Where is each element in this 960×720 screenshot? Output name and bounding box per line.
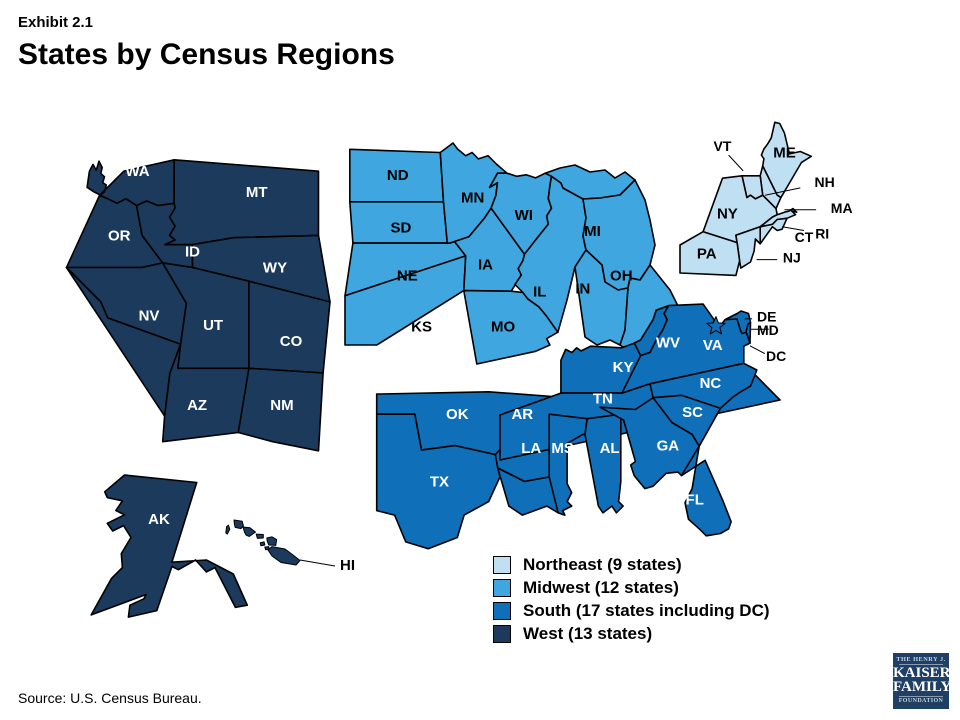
svg-text:CO: CO bbox=[280, 333, 303, 350]
svg-text:IA: IA bbox=[478, 256, 493, 273]
svg-text:AL: AL bbox=[600, 440, 620, 457]
svg-text:NM: NM bbox=[270, 397, 293, 414]
svg-text:NV: NV bbox=[139, 308, 160, 325]
svg-text:MA: MA bbox=[831, 200, 853, 216]
svg-text:GA: GA bbox=[657, 438, 680, 455]
svg-text:VA: VA bbox=[703, 337, 723, 354]
svg-text:NY: NY bbox=[717, 205, 738, 222]
svg-text:ID: ID bbox=[185, 244, 200, 261]
svg-text:SC: SC bbox=[682, 404, 703, 421]
svg-text:VT: VT bbox=[714, 138, 732, 154]
svg-text:OK: OK bbox=[446, 406, 469, 423]
svg-text:SD: SD bbox=[390, 220, 411, 237]
svg-text:CA: CA bbox=[92, 349, 114, 366]
svg-text:AK: AK bbox=[148, 511, 170, 528]
svg-text:NC: NC bbox=[700, 375, 722, 392]
svg-text:KY: KY bbox=[613, 359, 634, 376]
svg-text:UT: UT bbox=[203, 317, 223, 334]
svg-text:TN: TN bbox=[593, 391, 613, 408]
svg-text:NE: NE bbox=[397, 268, 418, 285]
svg-text:WI: WI bbox=[515, 207, 533, 224]
svg-text:MD: MD bbox=[757, 322, 779, 338]
svg-text:AR: AR bbox=[511, 406, 533, 423]
svg-text:OR: OR bbox=[108, 227, 131, 244]
svg-text:MO: MO bbox=[491, 319, 515, 336]
svg-text:LA: LA bbox=[521, 440, 541, 457]
svg-text:NH: NH bbox=[814, 174, 834, 190]
svg-text:MT: MT bbox=[246, 184, 268, 201]
svg-text:ND: ND bbox=[387, 167, 409, 184]
svg-text:DC: DC bbox=[766, 348, 786, 364]
svg-text:OH: OH bbox=[610, 268, 633, 285]
svg-text:NJ: NJ bbox=[783, 250, 801, 266]
svg-text:ME: ME bbox=[773, 145, 796, 162]
svg-text:AZ: AZ bbox=[187, 397, 207, 414]
svg-text:WA: WA bbox=[125, 163, 149, 180]
svg-text:IN: IN bbox=[575, 280, 590, 297]
svg-text:PA: PA bbox=[697, 246, 717, 263]
svg-text:RI: RI bbox=[815, 225, 829, 241]
svg-text:MN: MN bbox=[461, 189, 484, 206]
svg-text:MS: MS bbox=[551, 440, 574, 457]
svg-text:WV: WV bbox=[656, 335, 680, 352]
svg-text:MI: MI bbox=[584, 223, 601, 240]
svg-text:FL: FL bbox=[686, 491, 704, 508]
svg-text:WY: WY bbox=[263, 260, 287, 277]
svg-text:KS: KS bbox=[411, 319, 432, 336]
svg-text:CT: CT bbox=[795, 229, 814, 245]
svg-text:TX: TX bbox=[430, 474, 449, 491]
svg-text:HI: HI bbox=[340, 557, 355, 574]
svg-text:IL: IL bbox=[533, 284, 546, 301]
